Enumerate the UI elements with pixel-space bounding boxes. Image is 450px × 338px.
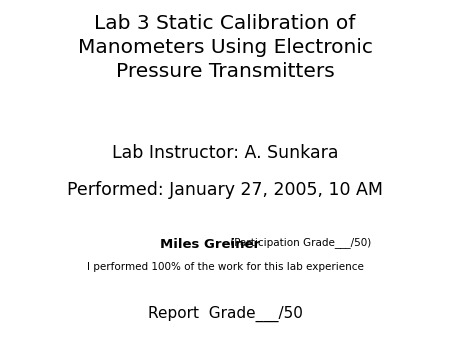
- Text: (Participation Grade___/50): (Participation Grade___/50): [227, 237, 372, 248]
- Text: Performed: January 27, 2005, 10 AM: Performed: January 27, 2005, 10 AM: [67, 181, 383, 199]
- Text: I performed 100% of the work for this lab experience: I performed 100% of the work for this la…: [86, 262, 364, 272]
- Text: Lab 3 Static Calibration of
Manometers Using Electronic
Pressure Transmitters: Lab 3 Static Calibration of Manometers U…: [77, 14, 373, 81]
- Text: Report  Grade___/50: Report Grade___/50: [148, 306, 302, 322]
- Text: Lab Instructor: A. Sunkara: Lab Instructor: A. Sunkara: [112, 144, 338, 162]
- Text: Miles Greiner: Miles Greiner: [160, 238, 260, 251]
